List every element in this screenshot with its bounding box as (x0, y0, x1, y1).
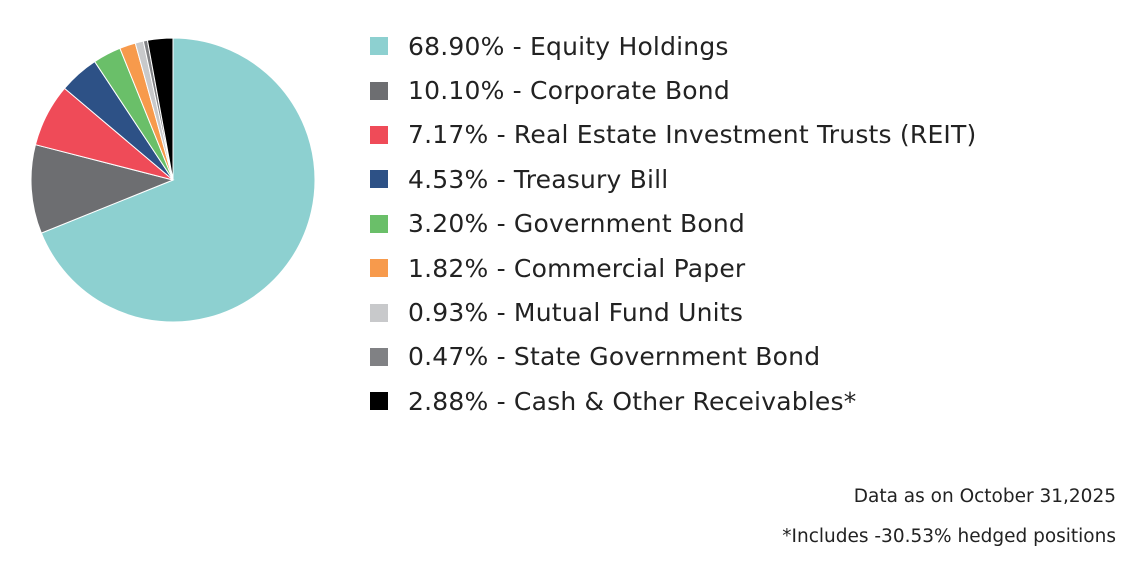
allocation-pie-chart (30, 37, 316, 323)
legend-item-2: 7.17% - Real Estate Investment Trusts (R… (370, 113, 976, 157)
legend-label: 1.82% - Commercial Paper (408, 253, 746, 283)
legend-item-8: 2.88% - Cash & Other Receivables* (370, 379, 976, 423)
legend-item-0: 68.90% - Equity Holdings (370, 24, 976, 68)
data-date-note: Data as on October 31,2025 (853, 486, 1116, 507)
legend-swatch (370, 214, 388, 233)
legend-item-4: 3.20% - Government Bond (370, 202, 976, 246)
legend-swatch (370, 392, 388, 411)
legend-item-3: 4.53% - Treasury Bill (370, 157, 976, 201)
legend-label: 10.10% - Corporate Bond (408, 76, 730, 106)
legend-item-5: 1.82% - Commercial Paper (370, 246, 976, 290)
legend-label: 3.20% - Government Bond (408, 209, 745, 239)
legend-swatch (370, 170, 388, 189)
pie-slice-8 (146, 37, 174, 181)
legend-label: 2.88% - Cash & Other Receivables* (408, 386, 857, 416)
legend-swatch (370, 37, 388, 56)
legend-swatch (370, 347, 388, 366)
pie-slice-0 (40, 37, 316, 323)
legend-label: 4.53% - Treasury Bill (408, 164, 669, 194)
legend-swatch (370, 259, 388, 278)
legend-swatch (370, 125, 388, 144)
legend-label: 0.47% - State Government Bond (408, 342, 821, 372)
legend-item-6: 0.93% - Mutual Fund Units (370, 290, 976, 334)
legend-label: 68.90% - Equity Holdings (408, 31, 729, 61)
legend-item-7: 0.47% - State Government Bond (370, 335, 976, 379)
hedged-positions-footnote: *Includes -30.53% hedged positions (782, 526, 1116, 547)
legend-label: 7.17% - Real Estate Investment Trusts (R… (408, 120, 977, 150)
legend-label: 0.93% - Mutual Fund Units (408, 298, 744, 328)
pie-slice-1 (30, 144, 175, 234)
legend-swatch (370, 81, 388, 100)
legend-item-1: 10.10% - Corporate Bond (370, 68, 976, 112)
chart-legend: 68.90% - Equity Holdings 10.10% - Corpora… (370, 24, 976, 424)
legend-swatch (370, 303, 388, 322)
